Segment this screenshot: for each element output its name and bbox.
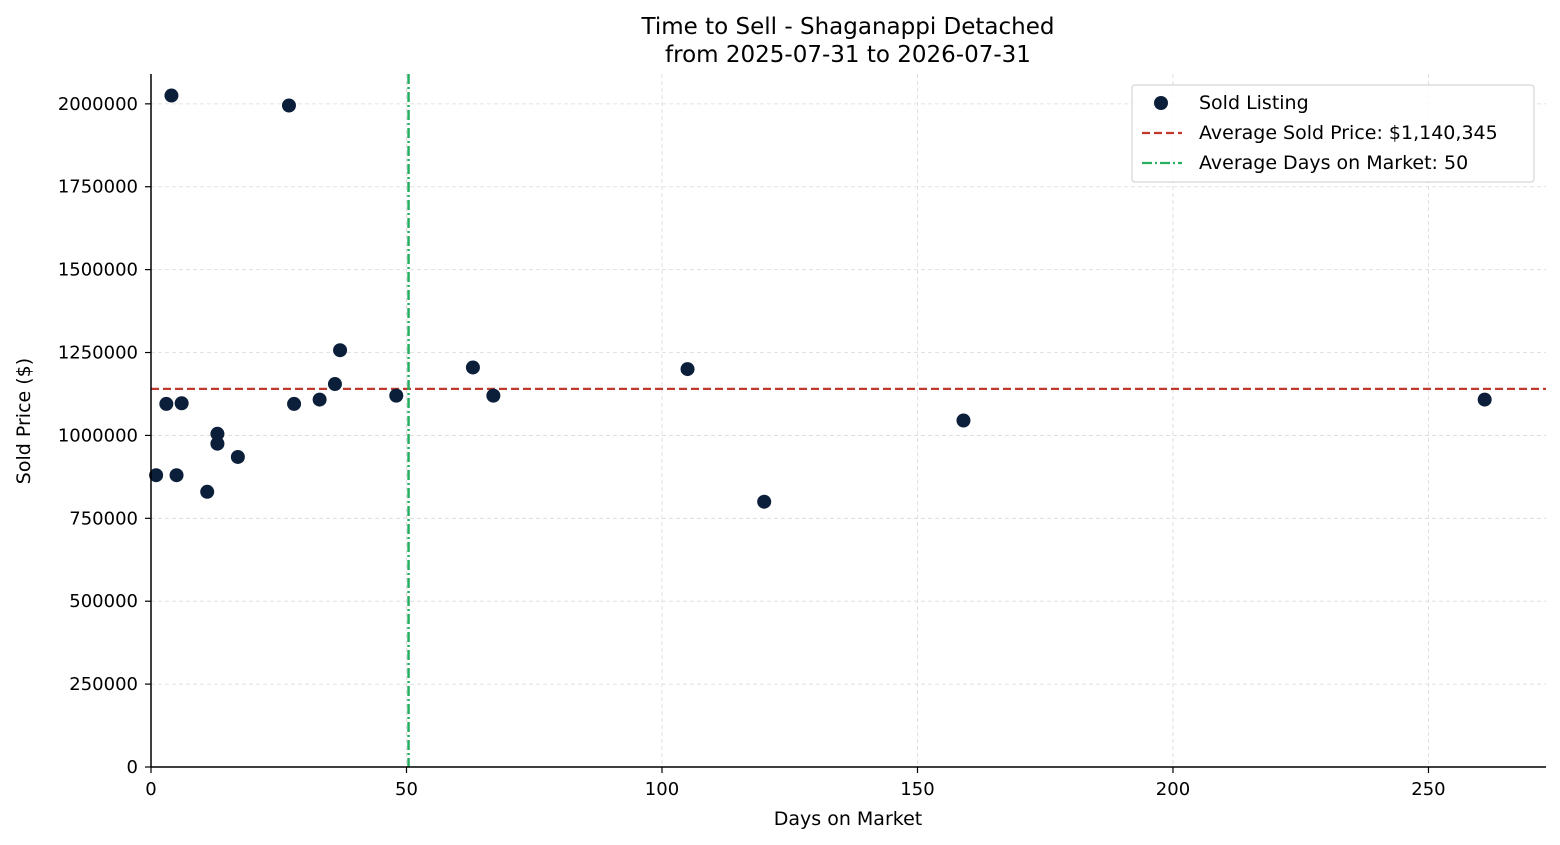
sold-listing-point [312, 392, 327, 407]
legend-label-avg-price: Average Sold Price: $1,140,345 [1199, 122, 1498, 144]
x-tick-label: 150 [900, 779, 934, 800]
sold-listing-point [956, 413, 971, 428]
sold-listing-point [174, 396, 189, 411]
sold-listing-point [327, 377, 342, 392]
y-tick-label: 750000 [69, 508, 138, 529]
sold-listing-point [1477, 392, 1492, 407]
sold-listing-point [486, 388, 501, 403]
sold-listing-point [680, 362, 695, 377]
sold-listing-point [159, 396, 174, 411]
reference-lines [151, 74, 1546, 767]
y-tick-label: 500000 [69, 591, 138, 612]
sold-listing-point [149, 468, 164, 483]
y-tick-label: 1000000 [58, 425, 138, 446]
x-ticks: 0 50 100 150 200 250 [145, 767, 1446, 800]
y-tick-label: 2000000 [58, 94, 138, 115]
x-tick-label: 50 [395, 779, 418, 800]
y-tick-label: 1250000 [58, 343, 138, 364]
x-tick-label: 200 [1156, 779, 1190, 800]
sold-listing-point [164, 88, 179, 103]
x-axis-label: Days on Market [774, 808, 922, 830]
x-tick-label: 100 [645, 779, 679, 800]
sold-listing-point [333, 343, 348, 358]
y-tick-label: 1500000 [58, 260, 138, 281]
y-ticks: 0 250000 500000 750000 1000000 1250000 1500000… [58, 94, 151, 778]
data-points [149, 88, 1492, 509]
sold-listing-point [465, 360, 480, 375]
sold-listing-point [757, 494, 772, 509]
sold-listing-point [169, 468, 184, 483]
chart-title: Time to Sell - Shaganappi Detached [641, 14, 1055, 40]
y-tick-label: 1750000 [58, 177, 138, 198]
chart-subtitle: from 2025-07-31 to 2026-07-31 [665, 42, 1031, 68]
sold-listing-point [281, 98, 296, 113]
sold-listing-point [210, 426, 225, 441]
sold-listing-point [210, 436, 225, 451]
axes [150, 74, 1546, 768]
y-tick-label: 0 [127, 757, 138, 778]
x-tick-label: 250 [1411, 779, 1445, 800]
y-tick-label: 250000 [69, 674, 138, 695]
legend-label-avg-days: Average Days on Market: 50 [1199, 152, 1468, 174]
sold-listing-point [287, 396, 302, 411]
sold-listing-point [230, 449, 245, 464]
legend-marker-sold-listing [1154, 96, 1168, 110]
sold-listing-point [200, 484, 215, 499]
legend-box [1131, 84, 1535, 183]
legend-label-sold-listing: Sold Listing [1199, 92, 1309, 114]
legend: Sold Listing Average Sold Price: $1,140,… [1131, 84, 1535, 183]
y-axis-label: Sold Price ($) [13, 358, 35, 484]
sold-listing-point [389, 388, 404, 403]
x-tick-label: 0 [145, 779, 156, 800]
